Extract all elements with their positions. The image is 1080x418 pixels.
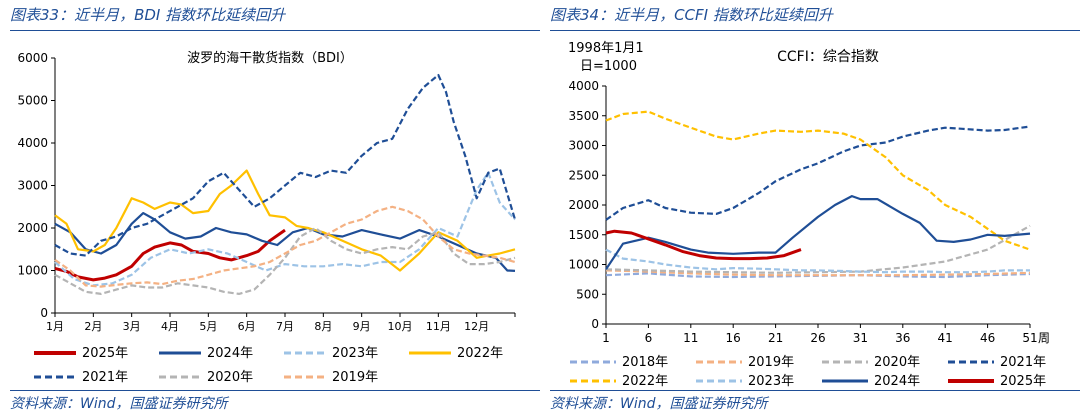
x-tick-label: 11 — [683, 331, 698, 345]
x-axis-label: 周 — [1038, 331, 1050, 345]
legend-label: 2023年 — [748, 374, 794, 389]
series-line-2020 — [54, 226, 516, 295]
legend-label: 2021年 — [1000, 355, 1046, 370]
series-line-2022 — [605, 110, 1031, 251]
bdi-panel: 图表33：近半月，BDI 指数环比延续回升 0 1000 2000 3000 4000 5… — [10, 0, 540, 418]
base-note: 日=1000 — [580, 59, 637, 74]
series-line-2022 — [54, 169, 516, 272]
x-tick-label: 1 — [602, 331, 610, 345]
series-line-2025 — [605, 229, 802, 261]
y-tick-label: 1000 — [568, 258, 599, 272]
legend-label: 2022年 — [622, 374, 668, 389]
x-tick-label: 6 — [645, 331, 653, 345]
legend-label: 2019年 — [332, 370, 378, 385]
x-tick-label: 4月 — [161, 320, 179, 333]
y-tick-label: 2500 — [568, 168, 599, 182]
y-tick-label: 6000 — [17, 51, 48, 65]
y-tick-label: 2000 — [17, 221, 48, 235]
source-note: 资料来源：Wind，国盛证券研究所 — [550, 396, 768, 412]
x-tick-label: 1月 — [46, 320, 64, 333]
legend-label: 2023年 — [332, 346, 378, 361]
legend-label: 2020年 — [207, 370, 253, 385]
series-line-2023 — [54, 171, 516, 287]
legend-label: 2025年 — [82, 346, 128, 361]
y-tick-label: 0 — [40, 306, 48, 320]
source-divider — [550, 390, 1080, 391]
x-tick-label: 26 — [810, 331, 825, 345]
x-tick-label: 10月 — [388, 320, 413, 333]
y-tick-label: 0 — [591, 317, 599, 331]
series-line-2020 — [605, 224, 1031, 274]
x-tick-label: 51 — [1022, 331, 1037, 345]
x-tick-label: 7月 — [276, 320, 294, 333]
source-note: 资料来源：Wind，国盛证券研究所 — [10, 396, 228, 412]
source-divider — [10, 390, 540, 391]
ccfi-panel: 图表34：近半月，CCFI 指数环比延续回升 0 500 1000 1500 2000 2… — [550, 0, 1080, 418]
y-tick-label: 4000 — [568, 79, 599, 93]
figure-title-ccfi: 图表34：近半月，CCFI 指数环比延续回升 — [550, 6, 833, 24]
series-line-2019 — [54, 205, 516, 288]
y-tick-label: 5000 — [17, 94, 48, 108]
x-tick-label: 6月 — [238, 320, 256, 333]
x-tick-label: 5月 — [199, 320, 217, 333]
series-line-2025 — [54, 228, 286, 282]
y-tick-label: 500 — [576, 287, 599, 301]
bdi-chart: 0 1000 2000 3000 4000 5000 6000 1月 2月 3月 4月 5月 6月 7月 8… — [17, 50, 517, 385]
figure-title-bdi: 图表33：近半月，BDI 指数环比延续回升 — [10, 6, 286, 24]
y-tick-label: 1000 — [17, 264, 48, 278]
x-tick-label: 9月 — [353, 320, 371, 333]
y-tick-label: 1500 — [568, 228, 599, 242]
legend-label: 2021年 — [82, 370, 128, 385]
series-line-2024 — [605, 195, 1031, 270]
legend-label: 2025年 — [1000, 374, 1046, 389]
y-tick-label: 4000 — [17, 136, 48, 150]
x-tick-label: 41 — [938, 331, 953, 345]
x-tick-label: 46 — [980, 331, 995, 345]
x-tick-label: 12月 — [464, 320, 489, 333]
x-tick-label: 21 — [768, 331, 783, 345]
y-tick-label: 3000 — [568, 139, 599, 153]
x-tick-label: 31 — [853, 331, 868, 345]
series-line-2021 — [54, 73, 517, 257]
x-tick-label: 8月 — [314, 320, 332, 333]
x-tick-label: 16 — [726, 331, 741, 345]
chart-title: 波罗的海干散货指数（BDI） — [187, 50, 353, 66]
legend-label: 2020年 — [874, 355, 920, 370]
series-line-2019 — [605, 269, 1031, 277]
series-line-2021 — [605, 125, 1031, 221]
chart-title: CCFI：综合指数 — [777, 49, 879, 65]
x-tick-label: 11月 — [426, 320, 451, 333]
legend-label: 2018年 — [622, 355, 668, 370]
y-tick-label: 2000 — [568, 198, 599, 212]
legend-label: 2024年 — [874, 374, 920, 389]
series-line-2023 — [605, 248, 1030, 274]
x-tick-label: 3月 — [123, 320, 141, 333]
title-divider — [550, 30, 1080, 31]
legend-label: 2024年 — [207, 346, 253, 361]
x-tick-label: 36 — [895, 331, 910, 345]
legend-label: 2019年 — [748, 355, 794, 370]
title-divider — [10, 30, 540, 31]
base-note: 1998年1月1 — [568, 41, 644, 56]
legend-label: 2022年 — [457, 346, 503, 361]
y-tick-label: 3000 — [17, 179, 48, 193]
y-tick-label: 3500 — [568, 109, 599, 123]
x-tick-label: 2月 — [84, 320, 102, 333]
